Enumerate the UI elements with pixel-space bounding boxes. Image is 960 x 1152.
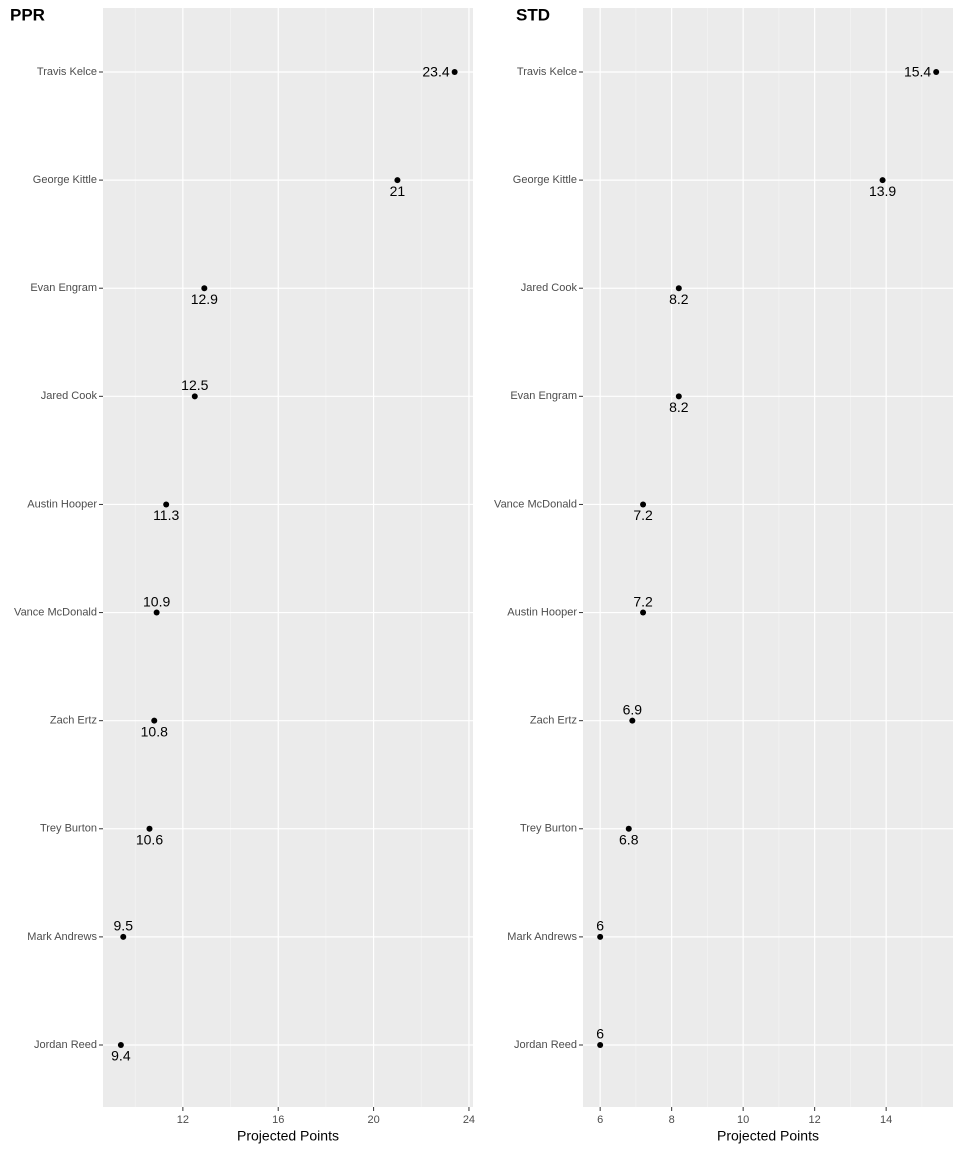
point: [597, 1042, 604, 1048]
data-label: 15.4: [904, 64, 931, 80]
data-label: 8.2: [669, 399, 689, 415]
data-label: 7.2: [633, 593, 653, 609]
data-label: 9.4: [111, 1048, 131, 1064]
point: [163, 501, 170, 508]
data-label: 13.9: [869, 183, 896, 199]
data-label: 6: [596, 1026, 604, 1042]
x-tick-label: 14: [880, 1114, 892, 1126]
point: [675, 285, 682, 292]
y-tick-label: Travis Kelce: [517, 66, 577, 78]
point: [146, 825, 153, 832]
point: [120, 933, 127, 940]
point: [640, 501, 647, 508]
y-tick-label: Evan Engram: [510, 390, 577, 402]
x-axis-title: Projected Points: [717, 1128, 819, 1144]
point: [201, 285, 208, 292]
data-label: 6: [596, 918, 604, 934]
y-tick-label: Vance McDonald: [494, 498, 577, 510]
point: [640, 609, 647, 616]
point: [191, 393, 198, 400]
y-tick-label: Austin Hooper: [507, 606, 577, 618]
point: [597, 933, 604, 940]
y-tick-label: Trey Burton: [520, 823, 577, 835]
y-tick-label: Jordan Reed: [514, 1039, 577, 1051]
y-tick-label: Trey Burton: [40, 823, 97, 835]
y-tick-label: Mark Andrews: [507, 931, 577, 943]
x-tick-label: 12: [177, 1114, 189, 1126]
data-label: 9.5: [114, 918, 134, 934]
point: [625, 825, 632, 832]
x-axis-title: Projected Points: [237, 1128, 339, 1144]
y-tick-label: Zach Ertz: [530, 715, 577, 727]
point: [117, 1042, 124, 1048]
data-label: 11.3: [153, 507, 179, 523]
point: [153, 609, 160, 616]
data-label: 6.8: [619, 831, 639, 847]
y-tick-label: Vance McDonald: [14, 606, 97, 618]
data-label: 10.6: [136, 831, 163, 847]
x-tick-label: 20: [367, 1114, 379, 1126]
x-tick-label: 8: [669, 1114, 675, 1126]
data-label: 21: [390, 183, 406, 199]
y-tick-label: Jordan Reed: [34, 1039, 97, 1051]
panel-background: [103, 8, 473, 1107]
point: [629, 717, 636, 724]
y-tick-label: Zach Ertz: [50, 715, 97, 727]
y-tick-label: Evan Engram: [30, 282, 97, 294]
point: [879, 177, 886, 184]
point: [451, 69, 458, 75]
point: [675, 393, 682, 400]
data-label: 12.5: [181, 377, 208, 393]
data-label: 23.4: [422, 64, 449, 80]
x-tick-label: 12: [809, 1114, 821, 1126]
data-label: 10.8: [141, 723, 168, 739]
y-tick-label: Jared Cook: [41, 390, 98, 402]
data-label: 7.2: [633, 507, 653, 523]
x-tick-label: 10: [737, 1114, 749, 1126]
y-tick-label: Travis Kelce: [37, 66, 97, 78]
point: [151, 717, 158, 724]
y-tick-label: Austin Hooper: [27, 498, 97, 510]
x-tick-label: 24: [463, 1114, 475, 1126]
data-label: 12.9: [191, 291, 218, 307]
point: [933, 69, 940, 75]
data-label: 6.9: [623, 701, 643, 717]
x-tick-label: 16: [272, 1114, 284, 1126]
data-label: 8.2: [669, 291, 689, 307]
x-tick-label: 6: [597, 1114, 603, 1126]
y-tick-label: George Kittle: [33, 174, 97, 186]
y-tick-label: George Kittle: [513, 174, 577, 186]
panel-title: STD: [516, 5, 550, 24]
data-label: 10.9: [143, 593, 170, 609]
point: [394, 177, 401, 184]
y-tick-label: Mark Andrews: [27, 931, 97, 943]
y-tick-label: Jared Cook: [521, 282, 578, 294]
panel-background: [583, 8, 953, 1107]
panel-title: PPR: [10, 5, 45, 24]
